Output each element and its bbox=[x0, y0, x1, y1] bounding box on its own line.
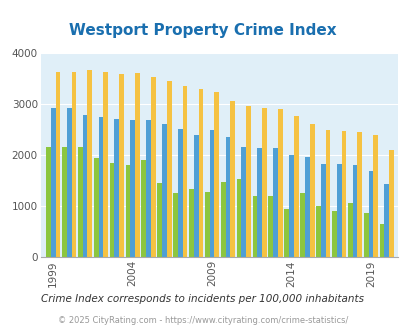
Bar bbox=[225, 137, 230, 257]
Text: Crime Index corresponds to incidents per 100,000 inhabitants: Crime Index corresponds to incidents per… bbox=[41, 294, 364, 304]
Bar bbox=[309, 124, 314, 257]
Bar bbox=[94, 158, 98, 257]
Bar bbox=[189, 189, 193, 257]
Bar bbox=[162, 124, 166, 257]
Bar bbox=[51, 108, 55, 257]
Bar bbox=[288, 154, 293, 257]
Bar bbox=[304, 157, 309, 257]
Text: © 2025 CityRating.com - https://www.cityrating.com/crime-statistics/: © 2025 CityRating.com - https://www.city… bbox=[58, 316, 347, 325]
Bar bbox=[109, 163, 114, 257]
Text: Westport Property Crime Index: Westport Property Crime Index bbox=[69, 23, 336, 38]
Bar bbox=[55, 72, 60, 257]
Bar bbox=[71, 72, 76, 257]
Bar bbox=[379, 224, 384, 257]
Bar bbox=[103, 72, 108, 257]
Bar bbox=[114, 119, 119, 257]
Bar bbox=[347, 203, 352, 257]
Bar bbox=[268, 196, 273, 257]
Bar bbox=[384, 184, 388, 257]
Bar bbox=[198, 88, 203, 257]
Bar bbox=[315, 206, 320, 257]
Bar bbox=[135, 73, 139, 257]
Bar bbox=[119, 74, 124, 257]
Bar bbox=[177, 129, 182, 257]
Bar bbox=[245, 106, 250, 257]
Bar bbox=[146, 120, 151, 257]
Bar bbox=[262, 108, 266, 257]
Bar bbox=[130, 120, 135, 257]
Bar bbox=[193, 135, 198, 257]
Bar bbox=[363, 213, 368, 257]
Bar bbox=[252, 196, 257, 257]
Bar bbox=[336, 164, 341, 257]
Bar bbox=[220, 182, 225, 257]
Bar bbox=[320, 164, 325, 257]
Bar bbox=[87, 70, 92, 257]
Bar bbox=[236, 179, 241, 257]
Bar bbox=[299, 193, 304, 257]
Bar bbox=[356, 132, 361, 257]
Bar bbox=[151, 77, 156, 257]
Bar bbox=[209, 130, 214, 257]
Bar bbox=[372, 135, 377, 257]
Bar bbox=[230, 101, 234, 257]
Bar bbox=[257, 148, 262, 257]
Bar bbox=[368, 172, 372, 257]
Bar bbox=[325, 130, 330, 257]
Bar bbox=[157, 183, 162, 257]
Bar bbox=[78, 148, 83, 257]
Bar bbox=[205, 192, 209, 257]
Bar bbox=[166, 82, 171, 257]
Bar bbox=[98, 117, 103, 257]
Bar bbox=[141, 160, 146, 257]
Bar bbox=[46, 148, 51, 257]
Bar bbox=[352, 165, 356, 257]
Bar bbox=[388, 150, 393, 257]
Bar bbox=[67, 108, 71, 257]
Bar bbox=[293, 116, 298, 257]
Bar bbox=[182, 85, 187, 257]
Bar bbox=[83, 115, 87, 257]
Bar bbox=[241, 147, 245, 257]
Bar bbox=[273, 148, 277, 257]
Bar bbox=[125, 165, 130, 257]
Bar bbox=[277, 109, 282, 257]
Bar bbox=[284, 209, 288, 257]
Bar bbox=[62, 148, 67, 257]
Bar bbox=[331, 212, 336, 257]
Bar bbox=[214, 92, 219, 257]
Bar bbox=[173, 193, 177, 257]
Bar bbox=[341, 131, 345, 257]
